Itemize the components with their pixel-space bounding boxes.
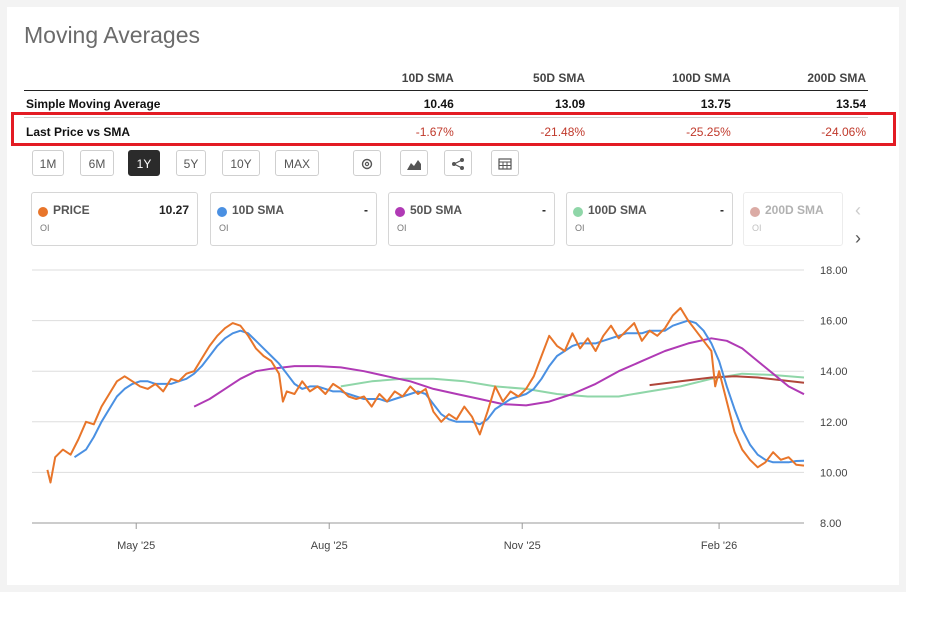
chart-type-icon [407,160,421,170]
chart-type-button[interactable] [400,150,428,176]
vs-50d-value: -21.48% [540,125,586,139]
header-100d: 100D SMA [587,66,733,91]
legend-value: 10.27 [158,203,189,217]
x-tick-label: May '25 [117,540,155,552]
range-button-5y[interactable]: 5Y [176,150,206,176]
legend-value: - [542,203,546,217]
series-line-price [46,307,805,484]
y-tick-label: 18.00 [820,265,848,277]
legend-name: 200D SMA [765,203,824,217]
range-button-10y[interactable]: 10Y [222,150,260,176]
header-200d: 200D SMA [732,66,868,91]
legend-sub: OI [575,223,585,233]
legend-name: 10D SMA [232,203,285,217]
share-button[interactable] [444,150,472,176]
row-label: Last Price vs SMA [26,125,131,139]
legend-sub: OI [40,223,50,233]
table-header-row: 10D SMA 50D SMA 100D SMA 200D SMA [24,66,868,91]
legend-sub: OI [397,223,407,233]
legend-name: 50D SMA [410,203,463,217]
x-tick-label: Feb '26 [701,540,737,552]
chevron-left-icon[interactable]: ‹ [855,200,861,220]
legend-value: - [364,203,368,217]
settings-icon [361,158,373,170]
header-10d: 10D SMA [203,66,456,91]
legend-name: 100D SMA [588,203,647,217]
100d-dot-icon [573,207,583,217]
y-tick-label: 10.00 [820,467,848,479]
legend-card-10d-sma[interactable]: 10D SMA - OI [210,192,377,246]
x-tick-label: Aug '25 [311,540,348,552]
table-view-button[interactable] [491,150,519,176]
vs-10d-value: -1.67% [415,125,454,139]
legend-name: PRICE [53,203,90,217]
y-tick-label: 12.00 [820,417,848,429]
legend-card-100d-sma[interactable]: 100D SMA - OI [566,192,733,246]
y-tick-label: 16.00 [820,316,848,328]
legend-value: - [720,203,724,217]
legend-card-price[interactable]: PRICE 10.27 OI [31,192,198,246]
200d-dot-icon [750,207,760,217]
table-row: Last Price vs SMA -1.67% -21.48% -25.25%… [24,118,868,147]
vs-100d-value: -25.25% [686,125,731,139]
legend-card-50d-sma[interactable]: 50D SMA - OI [388,192,555,246]
price-dot-icon [38,207,48,217]
range-button-max[interactable]: MAX [275,150,319,176]
chevron-right-icon[interactable]: › [855,228,861,248]
table-icon [498,158,512,170]
header-empty [24,66,204,91]
settings-button[interactable] [353,150,381,176]
range-button-1m[interactable]: 1M [32,150,64,176]
y-tick-label: 8.00 [820,518,841,530]
legend-sub: OI [752,223,762,233]
50d-dot-icon [395,207,405,217]
highlight-box [11,112,896,146]
range-button-6m[interactable]: 6M [80,150,114,176]
header-50d: 50D SMA [455,66,588,91]
section-title: Moving Averages [24,22,201,48]
vs-200d-value: -24.06% [821,125,866,139]
10d-dot-icon [217,207,227,217]
legend-card-200d-sma[interactable]: 200D SMA OI [743,192,843,246]
series-line-10d-sma [73,319,805,464]
x-tick-label: Nov '25 [504,540,541,552]
share-icon [452,158,464,170]
legend-sub: OI [219,223,229,233]
range-button-1y[interactable]: 1Y [128,150,160,176]
y-tick-label: 14.00 [820,366,848,378]
